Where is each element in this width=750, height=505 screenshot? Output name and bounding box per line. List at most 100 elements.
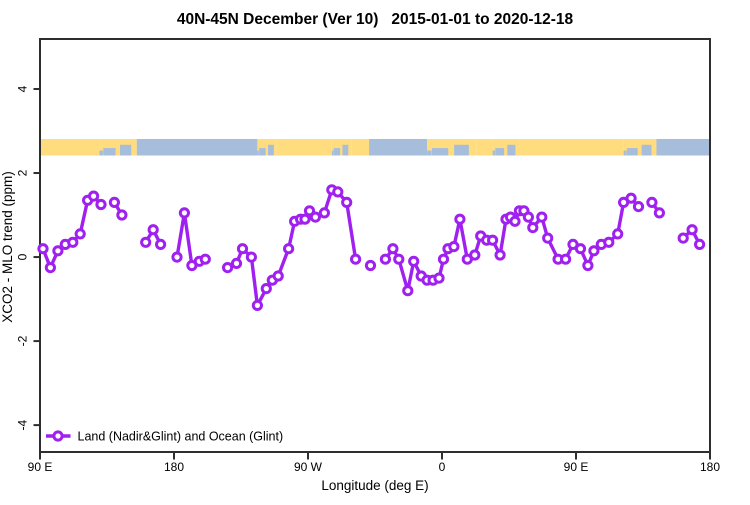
strip-land-segment — [476, 139, 493, 156]
data-point — [251, 299, 263, 311]
chart-title: 40N-45N December (Ver 10) 2015-01-01 to … — [177, 11, 574, 28]
strip-ocean-segment — [369, 139, 428, 156]
land-ocean-strip — [40, 139, 710, 156]
data-point — [332, 186, 344, 198]
x-tick-label: 90 E — [564, 460, 589, 474]
data-point — [527, 222, 539, 234]
data-point — [364, 259, 377, 272]
data-point — [542, 232, 554, 244]
data-series — [37, 184, 706, 311]
x-tick-label: 180 — [164, 460, 184, 474]
strip-coast-patch — [331, 150, 334, 156]
data-point — [318, 207, 330, 219]
y-axis-ticks: -4 -2 0 2 4 — [16, 85, 40, 430]
data-point — [448, 241, 460, 253]
legend-marker-icon — [52, 430, 64, 442]
data-point — [612, 228, 624, 240]
data-point — [686, 224, 698, 236]
y-tick-label: -2 — [16, 335, 30, 346]
legend-label: Land (Nadir&Glint) and Ocean (Glint) — [78, 430, 284, 444]
strip-land-segment — [519, 139, 624, 156]
data-point — [303, 205, 316, 217]
strip-ocean-segment — [656, 139, 710, 156]
data-point — [536, 211, 548, 223]
data-point — [646, 196, 658, 208]
data-point — [245, 251, 257, 263]
strip-land-segment — [276, 139, 332, 156]
data-point — [694, 238, 706, 250]
data-point — [560, 253, 572, 265]
x-tick-label: 90 E — [28, 460, 53, 474]
data-point — [116, 209, 128, 221]
data-point — [178, 207, 190, 219]
strip-coast-patch — [641, 144, 652, 156]
strip-coast-patch — [454, 144, 469, 156]
data-point — [309, 211, 321, 223]
y-axis-label: XCO2 - MLO trend (ppm) — [0, 171, 15, 323]
data-point — [44, 262, 57, 274]
data-point — [653, 207, 666, 219]
data-point — [574, 243, 587, 255]
data-point — [487, 234, 499, 246]
data-point — [230, 257, 243, 269]
strip-coast-patch — [259, 148, 266, 156]
x-tick-label: 90 W — [294, 460, 323, 474]
data-point — [677, 232, 689, 244]
data-point — [632, 201, 645, 213]
data-point — [387, 243, 399, 255]
y-tick-label: 4 — [16, 85, 30, 92]
strip-land-segment — [40, 139, 100, 156]
data-point — [37, 243, 49, 255]
data-point — [437, 253, 450, 265]
data-point — [582, 259, 594, 272]
data-point — [95, 198, 107, 211]
plot-area: 90 E 180 90 W 0 90 E 180 -4 -2 0 2 4 Land (Nadir&Gl… — [16, 38, 720, 474]
strip-coast-patch — [342, 144, 349, 156]
data-point — [236, 243, 249, 255]
strip-coast-patch — [623, 150, 627, 156]
strip-coast-patch — [333, 148, 341, 156]
data-point — [171, 251, 183, 263]
strip-coast-patch — [268, 144, 274, 156]
strip-coast-patch — [432, 148, 449, 156]
data-point — [393, 253, 405, 265]
data-point — [402, 285, 414, 297]
strip-coast-patch — [427, 150, 432, 156]
data-point — [379, 253, 391, 265]
strip-coast-patch — [492, 150, 496, 156]
strip-coast-patch — [99, 150, 103, 156]
data-point — [88, 190, 100, 202]
data-point — [155, 238, 167, 250]
strip-coast-patch — [626, 148, 638, 156]
x-axis-label: Longitude (deg E) — [321, 478, 428, 493]
data-point — [341, 196, 353, 208]
data-point — [522, 211, 535, 223]
y-tick-label: 0 — [16, 253, 30, 260]
x-tick-label: 180 — [700, 460, 720, 474]
strip-coast-patch — [507, 144, 516, 156]
data-point — [494, 249, 506, 261]
data-point — [603, 236, 615, 248]
strip-land-segment — [351, 139, 370, 156]
y-tick-label: -4 — [16, 419, 30, 430]
y-tick-label: 2 — [16, 169, 30, 176]
data-point — [222, 262, 234, 274]
data-point — [433, 272, 445, 284]
data-point — [52, 245, 64, 257]
data-point — [283, 243, 295, 255]
data-point — [199, 253, 211, 265]
data-point — [408, 255, 420, 267]
data-point — [469, 249, 481, 261]
data-line — [41, 194, 103, 270]
strip-coast-patch — [120, 144, 132, 156]
data-point — [74, 228, 86, 240]
data-point — [260, 283, 272, 295]
data-point — [625, 192, 637, 204]
strip-coast-patch — [103, 148, 116, 156]
x-tick-label: 0 — [439, 460, 446, 474]
data-point — [147, 224, 159, 236]
data-point — [299, 213, 311, 225]
data-point — [140, 236, 152, 248]
